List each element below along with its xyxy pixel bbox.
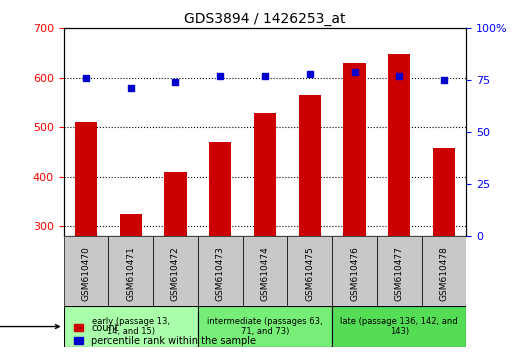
Text: GSM610477: GSM610477: [395, 246, 404, 301]
Point: [171, 79, 180, 85]
FancyBboxPatch shape: [287, 236, 332, 306]
Point: [440, 78, 448, 83]
Point: [350, 69, 359, 75]
Bar: [433, 148, 455, 236]
Text: intermediate (passages 63,
71, and 73): intermediate (passages 63, 71, and 73): [207, 317, 323, 336]
Point: [261, 73, 269, 79]
Bar: [343, 63, 366, 236]
Bar: [388, 54, 410, 236]
FancyBboxPatch shape: [108, 236, 153, 306]
Title: GDS3894 / 1426253_at: GDS3894 / 1426253_at: [184, 12, 346, 26]
FancyBboxPatch shape: [377, 236, 422, 306]
Text: GSM610473: GSM610473: [216, 246, 225, 301]
FancyBboxPatch shape: [243, 236, 287, 306]
Text: development stage: development stage: [0, 321, 59, 332]
FancyBboxPatch shape: [198, 306, 332, 347]
FancyBboxPatch shape: [332, 236, 377, 306]
Bar: [254, 113, 276, 236]
Point: [395, 73, 403, 79]
Point: [82, 75, 90, 81]
Legend: count, percentile rank within the sample: count, percentile rank within the sample: [74, 323, 257, 346]
Text: GSM610472: GSM610472: [171, 246, 180, 301]
Bar: [298, 95, 321, 236]
Text: GSM610470: GSM610470: [82, 246, 91, 301]
Bar: [164, 172, 187, 236]
FancyBboxPatch shape: [422, 236, 466, 306]
Text: GSM610478: GSM610478: [439, 246, 448, 301]
FancyBboxPatch shape: [198, 236, 243, 306]
FancyBboxPatch shape: [64, 306, 198, 347]
Point: [216, 73, 225, 79]
Text: GSM610474: GSM610474: [261, 246, 269, 301]
Point: [127, 86, 135, 91]
Point: [305, 71, 314, 77]
Text: early (passage 13,
14, and 15): early (passage 13, 14, and 15): [92, 317, 170, 336]
Text: GSM610471: GSM610471: [126, 246, 135, 301]
FancyBboxPatch shape: [153, 236, 198, 306]
Text: GSM610476: GSM610476: [350, 246, 359, 301]
Text: GSM610475: GSM610475: [305, 246, 314, 301]
Bar: [209, 142, 232, 236]
Bar: [75, 122, 97, 236]
FancyBboxPatch shape: [64, 236, 108, 306]
FancyBboxPatch shape: [332, 306, 466, 347]
Bar: [120, 213, 142, 236]
Text: late (passage 136, 142, and
143): late (passage 136, 142, and 143): [340, 317, 458, 336]
